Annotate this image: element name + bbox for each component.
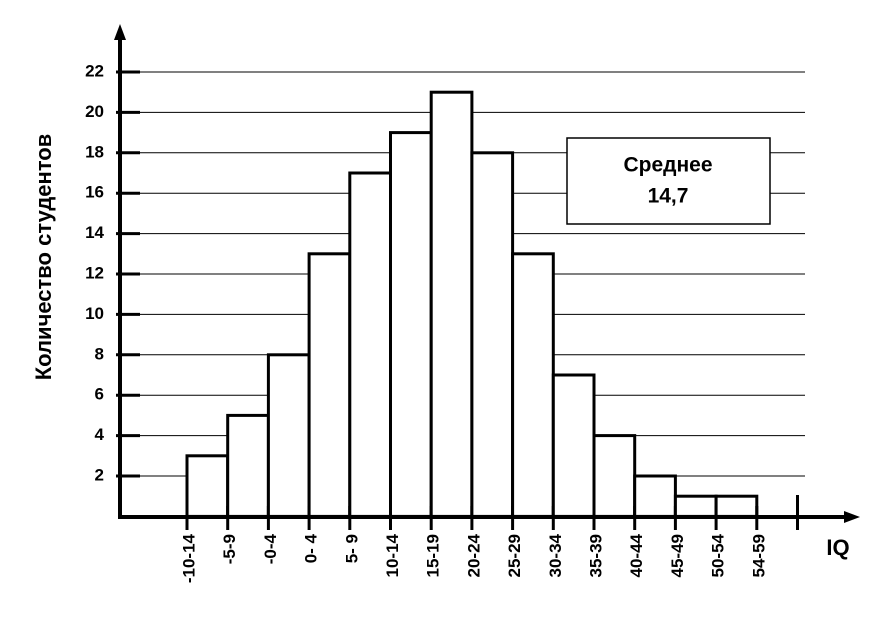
x-tick-label: 10-14: [383, 533, 402, 577]
x-axis-label: IQ: [826, 535, 849, 560]
y-tick-label: 12: [85, 263, 104, 282]
x-tick-label: 40-44: [627, 533, 646, 577]
x-tick-label: 20-24: [464, 533, 483, 577]
bar: [307, 252, 352, 518]
y-tick-label: 6: [95, 385, 104, 404]
x-tick-label: 50-54: [709, 533, 728, 577]
plot: 2 4 6 8 10 12 14 16 18 20 22 -10-14 -5-9 -0-4 0- 4 5- 9…: [85, 61, 805, 583]
bar: [673, 494, 718, 518]
x-arrow: [844, 511, 860, 523]
bar: [592, 434, 637, 518]
bar: [511, 252, 555, 518]
bar: [633, 474, 677, 518]
x-tick-label: -0-4: [261, 533, 280, 564]
y-tick-label: 22: [85, 61, 104, 80]
y-tick-label: 2: [95, 465, 104, 484]
annotation-box: [566, 137, 771, 225]
bar: [266, 353, 311, 518]
annotation-text: 14,7: [648, 185, 689, 208]
x-tick-label: 30-34: [546, 533, 565, 577]
y-tick-label: 20: [85, 102, 104, 121]
x-tick-label: 35-39: [586, 534, 605, 577]
x-tick-label: 15-19: [424, 534, 443, 577]
y-tick-label: 4: [95, 425, 105, 444]
bar: [185, 454, 230, 518]
x-tick-label: 0- 4: [302, 533, 321, 563]
annotation-text: Среднее: [623, 154, 712, 177]
x-tick-label: 45-49: [668, 534, 687, 577]
y-tick-label: 18: [85, 142, 104, 161]
x-tick-label: 5- 9: [342, 534, 361, 563]
bar: [551, 373, 596, 518]
x-tick-label: -10-14: [179, 533, 198, 583]
x-tick-label: 25-29: [505, 534, 524, 577]
bar: [470, 151, 515, 518]
y-tick-label: 10: [85, 304, 104, 323]
x-tick-label: 54-59: [749, 534, 768, 577]
y-tick-label: 8: [95, 344, 104, 363]
bar: [429, 90, 474, 518]
bar: [226, 413, 270, 518]
bar: [389, 131, 433, 518]
y-tick-label: 14: [85, 223, 104, 242]
bar: [714, 494, 759, 518]
y-axis-label: Количество студентов: [31, 134, 56, 381]
y-tick-label: 16: [85, 183, 104, 202]
y-arrow: [114, 24, 126, 40]
x-tick-label: -5-9: [220, 534, 239, 564]
bar: [348, 171, 392, 518]
